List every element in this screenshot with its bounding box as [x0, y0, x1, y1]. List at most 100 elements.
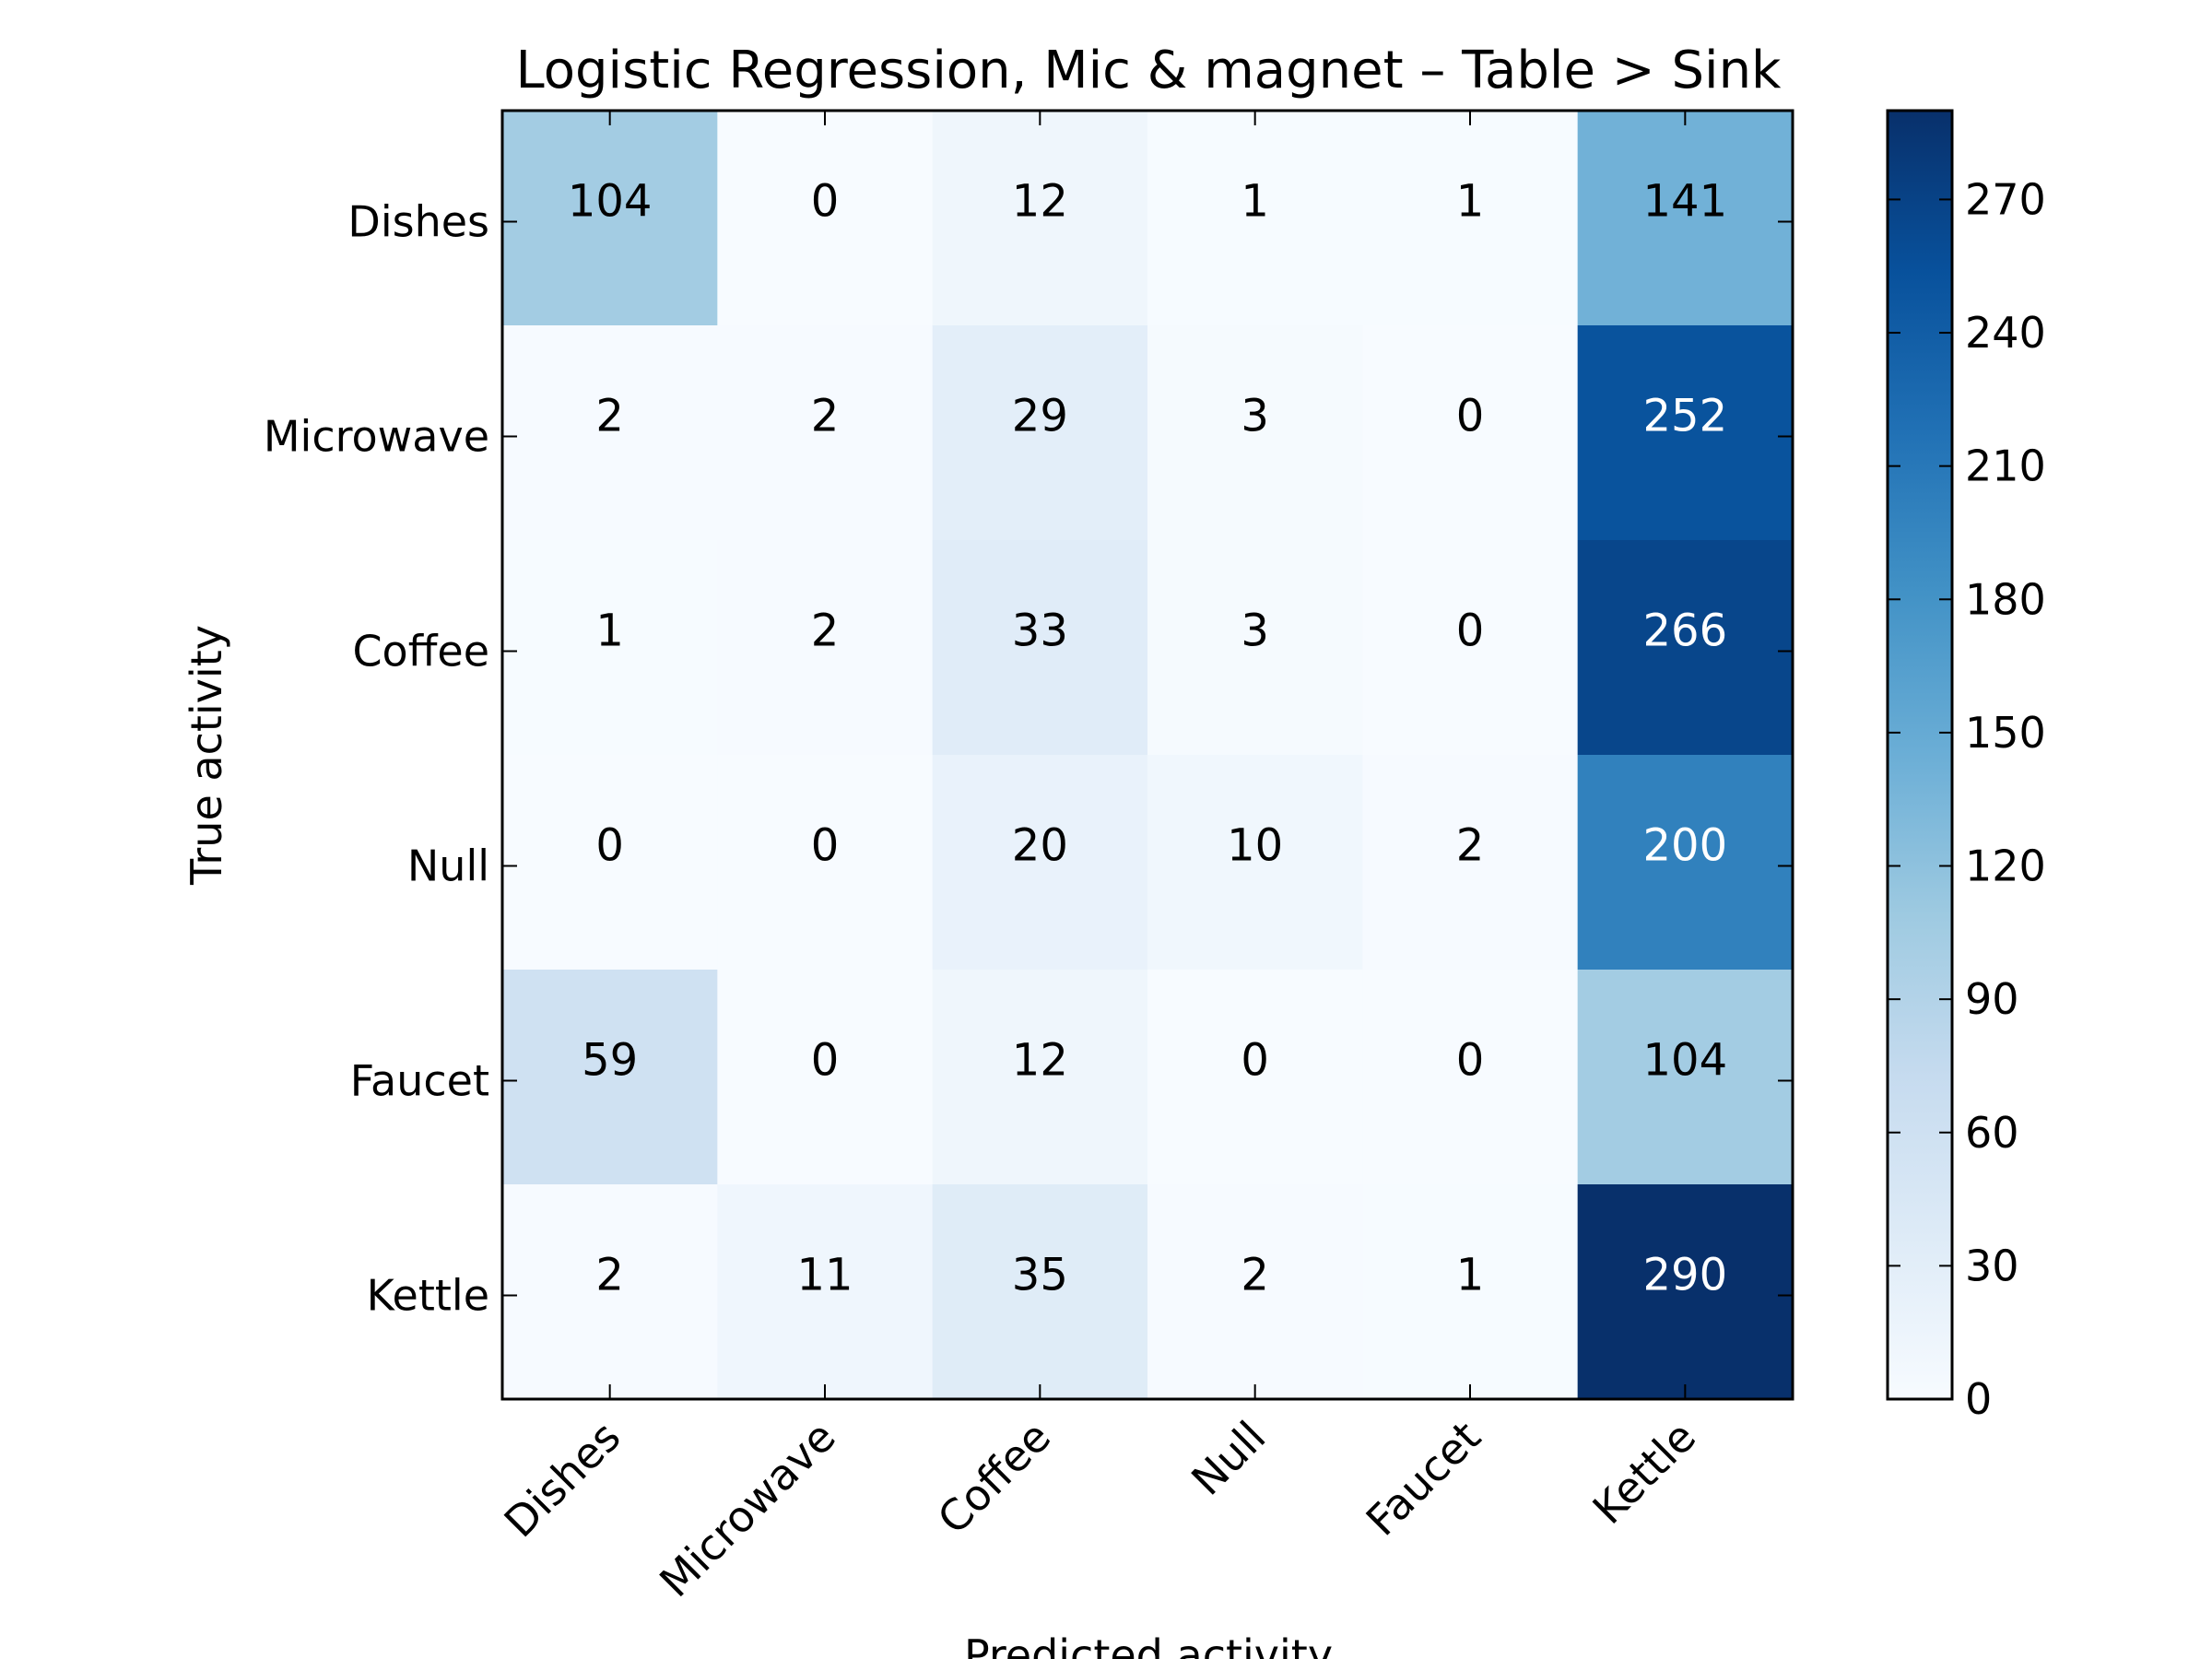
heatmap-cell [717, 755, 934, 971]
heatmap-cell [502, 111, 718, 326]
heatmap-cell [502, 970, 718, 1185]
heatmap-cell [717, 1184, 934, 1400]
cell-value-label: 0 [811, 1035, 840, 1087]
colorbar-tick-label: 240 [1965, 308, 2046, 358]
heatmap-cell [1147, 540, 1363, 756]
x-tick-label: Kettle [1583, 1412, 1705, 1534]
cell-value-label: 290 [1643, 1250, 1728, 1301]
y-tick-label: Null [407, 841, 489, 891]
y-tick-label: Microwave [264, 412, 489, 462]
heatmap-cell [1577, 755, 1794, 971]
heatmap-cell [502, 1184, 718, 1400]
cell-value-label: 3 [1241, 606, 1269, 657]
heatmap-cell [502, 325, 718, 541]
heatmap-cell [1362, 1184, 1579, 1400]
colorbar-ticks: 0 30 60 90 120 150 180 210 240 270 [1888, 174, 2046, 1424]
x-tick-label: Dishes [495, 1412, 630, 1547]
heatmap-cell [717, 325, 934, 541]
cell-value-label: 0 [1456, 1035, 1485, 1087]
plot-frame [500, 109, 1794, 1401]
cell-value-label: 2 [1456, 820, 1485, 872]
cell-value-label: 2 [811, 391, 840, 442]
cell-value-label: 59 [582, 1035, 638, 1087]
cell-value-label: 200 [1643, 820, 1728, 872]
x-tick-label: Null [1182, 1412, 1275, 1505]
cell-value-label: 2 [595, 1250, 624, 1301]
chart-title: Logistic Regression, Mic & magnet – Tabl… [516, 41, 1783, 100]
x-axis-label: Predicted activity [964, 1630, 1333, 1659]
colorbar-tick-label: 180 [1965, 574, 2046, 624]
heatmap-cell [1147, 755, 1363, 971]
cell-value-label: 104 [1643, 1035, 1728, 1087]
cell-value-label: 0 [1456, 391, 1485, 442]
x-tick-label: Microwave [650, 1412, 845, 1607]
colorbar-tick-label: 30 [1965, 1241, 2019, 1290]
colorbar-tick-label: 60 [1965, 1108, 2019, 1158]
heatmap-cell [502, 755, 718, 971]
cell-value-label: 2 [811, 606, 840, 657]
heatmap-cell [932, 111, 1148, 326]
cell-value-label: 252 [1643, 391, 1728, 442]
colorbar-tick-label: 210 [1965, 441, 2046, 491]
cell-value-label: 141 [1643, 176, 1728, 228]
x-tick-label: Faucet [1357, 1412, 1490, 1546]
heatmap-cell [1147, 325, 1363, 541]
heatmap-cell [502, 540, 718, 756]
y-tick-label: Dishes [347, 197, 489, 247]
heatmap-cell [1362, 540, 1579, 756]
cell-value-label: 1 [1241, 176, 1269, 228]
heatmap-cell [1577, 111, 1794, 326]
x-tick-label: Coffee [928, 1412, 1060, 1544]
cell-value-label: 1 [595, 606, 624, 657]
y-axis-ticks: Dishes Microwave Coffee Null Faucet Kettle [264, 197, 1793, 1321]
y-tick-label: Kettle [367, 1271, 489, 1321]
colorbar-tick-label: 0 [1965, 1374, 1992, 1424]
cell-value-label: 20 [1012, 820, 1068, 872]
heatmap-cell [717, 111, 934, 326]
heatmap-cell [1577, 540, 1794, 756]
heatmap-cell [717, 540, 934, 756]
heatmap-cell [1362, 111, 1579, 326]
cell-value-label: 1 [1456, 1250, 1485, 1301]
colorbar-tick-label: 150 [1965, 708, 2046, 758]
colorbar-tick-label: 270 [1965, 174, 2046, 224]
heatmap-cell [1577, 970, 1794, 1185]
cell-value-label: 1 [1456, 176, 1485, 228]
heatmap-cell [1147, 111, 1363, 326]
heatmap-cell [932, 755, 1148, 971]
cell-value-label: 35 [1012, 1250, 1068, 1301]
cell-value-label: 2 [595, 391, 624, 442]
cell-value-label: 10 [1227, 820, 1283, 872]
heatmap-cell [1147, 970, 1363, 1185]
colorbar [1886, 109, 1954, 1401]
cell-value-label: 104 [568, 176, 653, 228]
heatmap-cell [1362, 970, 1579, 1185]
cell-value-label: 2 [1241, 1250, 1269, 1301]
cell-value-label: 12 [1012, 1035, 1068, 1087]
heatmap-cell [1362, 755, 1579, 971]
cell-value-label: 0 [811, 820, 840, 872]
heatmap-cell [1577, 325, 1794, 541]
y-tick-label: Coffee [352, 627, 489, 677]
cell-value-label: 3 [1241, 391, 1269, 442]
cell-value-label: 0 [1456, 606, 1485, 657]
heatmap-cell [717, 970, 934, 1185]
cell-value-label: 266 [1643, 606, 1728, 657]
heatmap-cell [932, 1184, 1148, 1400]
heatmap-cell [932, 325, 1148, 541]
cell-value-label: 0 [811, 176, 840, 228]
colorbar-tick-label: 90 [1965, 974, 2019, 1024]
y-axis-label: True activity [182, 625, 231, 886]
heatmap-cell [1577, 1184, 1794, 1400]
cell-value-label: 11 [796, 1250, 853, 1301]
heatmap-cell [932, 970, 1148, 1185]
y-tick-label: Faucet [350, 1056, 489, 1106]
heatmap-cells [502, 111, 1794, 1400]
colorbar-tick-label: 120 [1965, 841, 2046, 891]
cell-value-label: 12 [1012, 176, 1068, 228]
heatmap-cell [1147, 1184, 1363, 1400]
heatmap-cell [932, 540, 1148, 756]
cell-value-label: 0 [595, 820, 624, 872]
